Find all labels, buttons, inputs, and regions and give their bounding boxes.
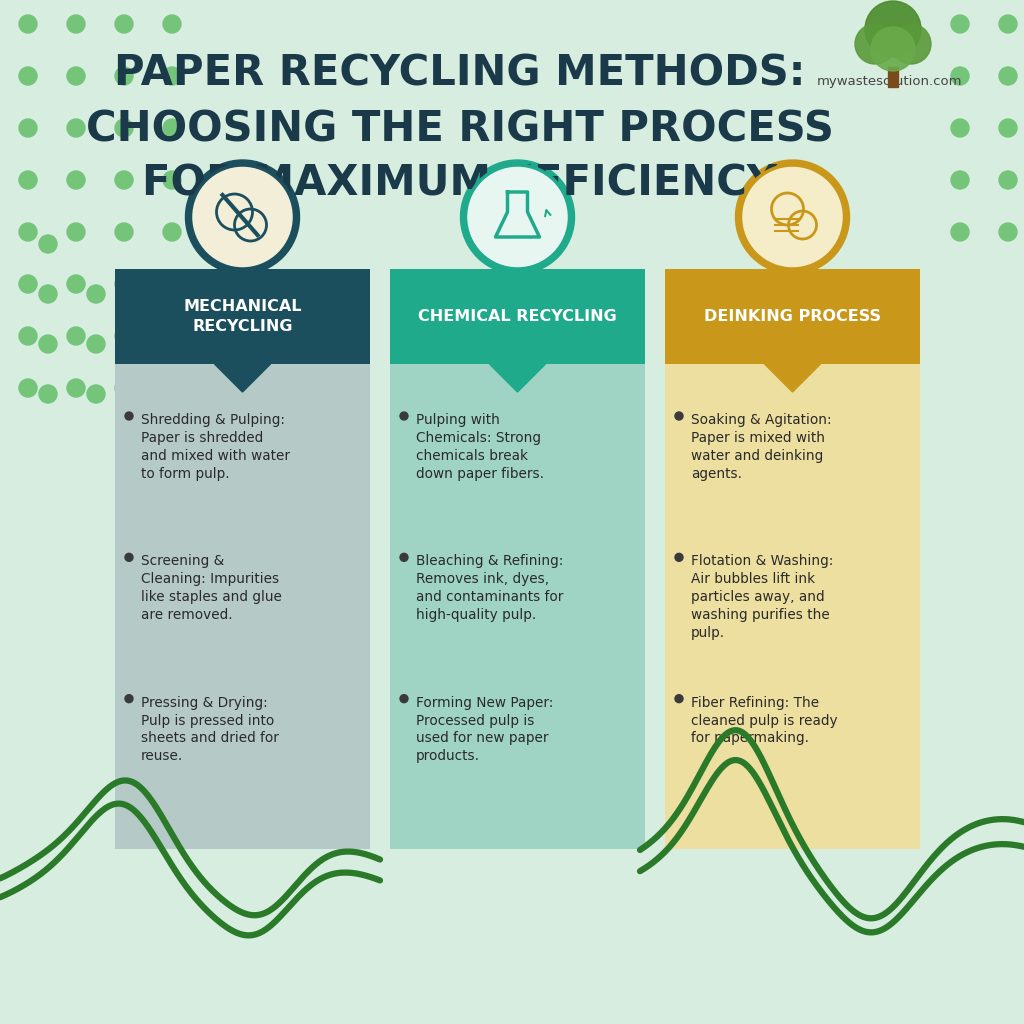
- Circle shape: [999, 15, 1017, 33]
- Circle shape: [675, 553, 683, 561]
- Text: PAPER RECYCLING METHODS:: PAPER RECYCLING METHODS:: [115, 53, 806, 95]
- Text: Forming New Paper:
Processed pulp is
used for new paper
products.: Forming New Paper: Processed pulp is use…: [416, 695, 553, 763]
- Polygon shape: [765, 364, 820, 392]
- Circle shape: [163, 171, 181, 189]
- Circle shape: [163, 67, 181, 85]
- FancyBboxPatch shape: [390, 364, 645, 849]
- Text: Fiber Refining: The
cleaned pulp is ready
for papermaking.: Fiber Refining: The cleaned pulp is read…: [691, 695, 838, 745]
- FancyBboxPatch shape: [390, 269, 645, 364]
- Circle shape: [891, 24, 931, 63]
- Circle shape: [675, 412, 683, 420]
- Circle shape: [190, 165, 295, 269]
- Circle shape: [185, 160, 299, 274]
- Text: Pressing & Drying:
Pulp is pressed into
sheets and dried for
reuse.: Pressing & Drying: Pulp is pressed into …: [141, 695, 279, 763]
- Circle shape: [87, 335, 105, 353]
- Circle shape: [951, 223, 969, 241]
- Circle shape: [115, 223, 133, 241]
- Circle shape: [865, 1, 921, 57]
- FancyBboxPatch shape: [115, 269, 370, 364]
- Text: Flotation & Washing:
Air bubbles lift ink
particles away, and
washing purifies t: Flotation & Washing: Air bubbles lift in…: [691, 554, 834, 640]
- Circle shape: [39, 234, 57, 253]
- Text: mywastesolution.com: mywastesolution.com: [817, 76, 963, 88]
- Polygon shape: [214, 364, 270, 392]
- Text: CHEMICAL RECYCLING: CHEMICAL RECYCLING: [418, 309, 616, 324]
- Circle shape: [135, 385, 153, 403]
- Circle shape: [163, 275, 181, 293]
- Circle shape: [951, 119, 969, 137]
- Circle shape: [951, 15, 969, 33]
- Circle shape: [19, 327, 37, 345]
- Circle shape: [115, 379, 133, 397]
- Circle shape: [163, 223, 181, 241]
- Circle shape: [39, 335, 57, 353]
- Circle shape: [39, 385, 57, 403]
- Circle shape: [19, 275, 37, 293]
- Circle shape: [115, 171, 133, 189]
- Circle shape: [125, 553, 133, 561]
- Polygon shape: [489, 364, 546, 392]
- Circle shape: [67, 67, 85, 85]
- Text: MECHANICAL
RECYCLING: MECHANICAL RECYCLING: [183, 299, 302, 334]
- FancyBboxPatch shape: [665, 269, 920, 364]
- Circle shape: [115, 275, 133, 293]
- Circle shape: [19, 119, 37, 137]
- Circle shape: [951, 67, 969, 85]
- Text: Soaking & Agitation:
Paper is mixed with
water and deinking
agents.: Soaking & Agitation: Paper is mixed with…: [691, 413, 831, 480]
- Circle shape: [999, 67, 1017, 85]
- Text: Screening &
Cleaning: Impurities
like staples and glue
are removed.: Screening & Cleaning: Impurities like st…: [141, 554, 282, 622]
- Circle shape: [400, 694, 408, 702]
- Circle shape: [675, 694, 683, 702]
- Circle shape: [735, 160, 850, 274]
- FancyBboxPatch shape: [115, 364, 370, 849]
- Text: FOR MAXIMUM EFFICIENCY: FOR MAXIMUM EFFICIENCY: [142, 163, 777, 205]
- Circle shape: [163, 15, 181, 33]
- Circle shape: [871, 27, 915, 71]
- Circle shape: [115, 15, 133, 33]
- Circle shape: [19, 379, 37, 397]
- Circle shape: [740, 165, 845, 269]
- Circle shape: [115, 119, 133, 137]
- Circle shape: [87, 285, 105, 303]
- Circle shape: [67, 223, 85, 241]
- Circle shape: [19, 15, 37, 33]
- Circle shape: [67, 275, 85, 293]
- Circle shape: [19, 223, 37, 241]
- Circle shape: [135, 335, 153, 353]
- Circle shape: [999, 223, 1017, 241]
- Text: Bleaching & Refining:
Removes ink, dyes,
and contaminants for
high-quality pulp.: Bleaching & Refining: Removes ink, dyes,…: [416, 554, 563, 622]
- Text: DEINKING PROCESS: DEINKING PROCESS: [705, 309, 881, 324]
- Circle shape: [67, 15, 85, 33]
- Circle shape: [951, 171, 969, 189]
- Circle shape: [855, 24, 895, 63]
- Circle shape: [163, 327, 181, 345]
- Circle shape: [39, 285, 57, 303]
- FancyBboxPatch shape: [665, 364, 920, 849]
- Circle shape: [125, 694, 133, 702]
- Circle shape: [466, 165, 569, 269]
- Circle shape: [67, 327, 85, 345]
- Circle shape: [19, 67, 37, 85]
- Circle shape: [461, 160, 574, 274]
- Circle shape: [999, 119, 1017, 137]
- Circle shape: [400, 553, 408, 561]
- Circle shape: [183, 385, 201, 403]
- Circle shape: [125, 412, 133, 420]
- Circle shape: [87, 385, 105, 403]
- Circle shape: [67, 119, 85, 137]
- Circle shape: [163, 119, 181, 137]
- Bar: [888, 67, 898, 87]
- Text: Pulping with
Chemicals: Strong
chemicals break
down paper fibers.: Pulping with Chemicals: Strong chemicals…: [416, 413, 544, 480]
- Circle shape: [115, 327, 133, 345]
- Circle shape: [999, 171, 1017, 189]
- Circle shape: [115, 67, 133, 85]
- Circle shape: [67, 379, 85, 397]
- Circle shape: [67, 171, 85, 189]
- Circle shape: [19, 171, 37, 189]
- Circle shape: [163, 379, 181, 397]
- Text: Shredding & Pulping:
Paper is shredded
and mixed with water
to form pulp.: Shredding & Pulping: Paper is shredded a…: [141, 413, 290, 480]
- Circle shape: [400, 412, 408, 420]
- Text: CHOOSING THE RIGHT PROCESS: CHOOSING THE RIGHT PROCESS: [86, 108, 834, 150]
